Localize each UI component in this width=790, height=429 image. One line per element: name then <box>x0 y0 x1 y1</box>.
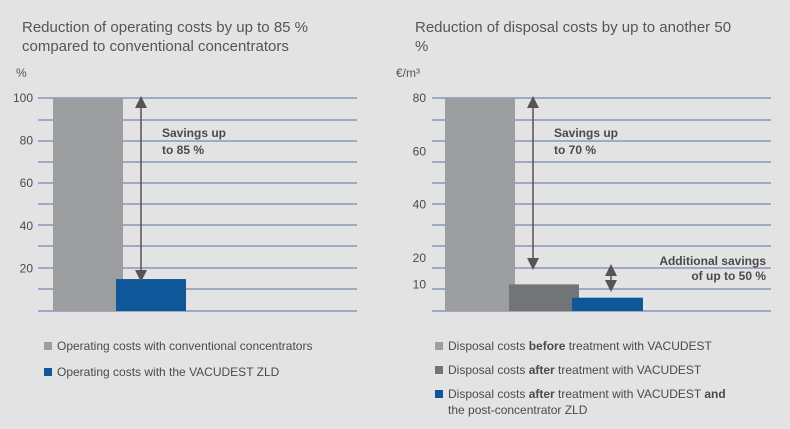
chart1-ticks: 100 80 60 40 20 <box>13 91 33 275</box>
chart1-bar-1 <box>53 98 123 311</box>
chart2-y-unit: €/m³ <box>396 66 420 80</box>
chart1-tick-label-1: 100 <box>13 91 33 105</box>
legend-swatch-gray <box>44 342 52 350</box>
legend2-label-3: Disposal costs after treatment with VACU… <box>448 387 726 417</box>
chart1-tick-label-4: 40 <box>20 219 34 233</box>
chart2-bars <box>445 98 643 311</box>
chart2-tick-label-1: 80 <box>413 91 427 105</box>
chart1-tick-label-2: 80 <box>20 134 34 148</box>
chart2-tick-label-3: 40 <box>413 198 427 212</box>
legend1-label-2: Operating costs with the VACUDEST ZLD <box>57 365 280 379</box>
chart1-tick-label-5: 20 <box>20 261 34 275</box>
chart2-bar-1 <box>445 98 515 311</box>
legend2-label-1: Disposal costs before treatment with VAC… <box>448 339 712 353</box>
chart2-ticks: 80 60 40 20 10 <box>413 91 427 291</box>
chart2-bar-2 <box>509 284 579 311</box>
chart1-y-unit: % <box>16 66 27 80</box>
chart2-additional-annotation-line2: of up to 50 % <box>691 269 766 283</box>
arrows <box>135 96 617 292</box>
legend-swatch-blue <box>44 368 52 376</box>
chart1-bar-2 <box>116 279 186 311</box>
chart1-bars <box>53 98 186 311</box>
chart2-title: Reduction of disposal costs by up to ano… <box>415 19 732 55</box>
chart2-annotation-line1: Savings up <box>554 126 618 140</box>
chart1-annotation-line1: Savings up <box>162 126 226 140</box>
chart2-additional-annotation-line1: Additional savings <box>659 254 766 268</box>
chart1-tick-label-3: 60 <box>20 176 34 190</box>
chart2-tick-label-2: 60 <box>413 144 427 158</box>
chart1-title: Reduction of operating costs by up to 85… <box>22 19 309 55</box>
chart2-annotation-line2: to 70 % <box>554 143 596 157</box>
legend-swatch-darkgray <box>435 366 443 374</box>
chart2-bar-3 <box>572 297 643 311</box>
legend2-label-2: Disposal costs after treatment with VACU… <box>448 363 702 377</box>
chart2-tick-label-5: 10 <box>413 277 427 291</box>
chart1-annotation-line2: to 85 % <box>162 143 204 157</box>
legend-swatch-blue <box>435 390 443 398</box>
legend1-label-1: Operating costs with conventional concen… <box>57 339 313 353</box>
annotations: Savings up to 85 % Savings up to 70 % Additi… <box>162 126 766 283</box>
legend-swatch-gray <box>435 342 443 350</box>
chart2-tick-label-4: 20 <box>413 251 427 265</box>
